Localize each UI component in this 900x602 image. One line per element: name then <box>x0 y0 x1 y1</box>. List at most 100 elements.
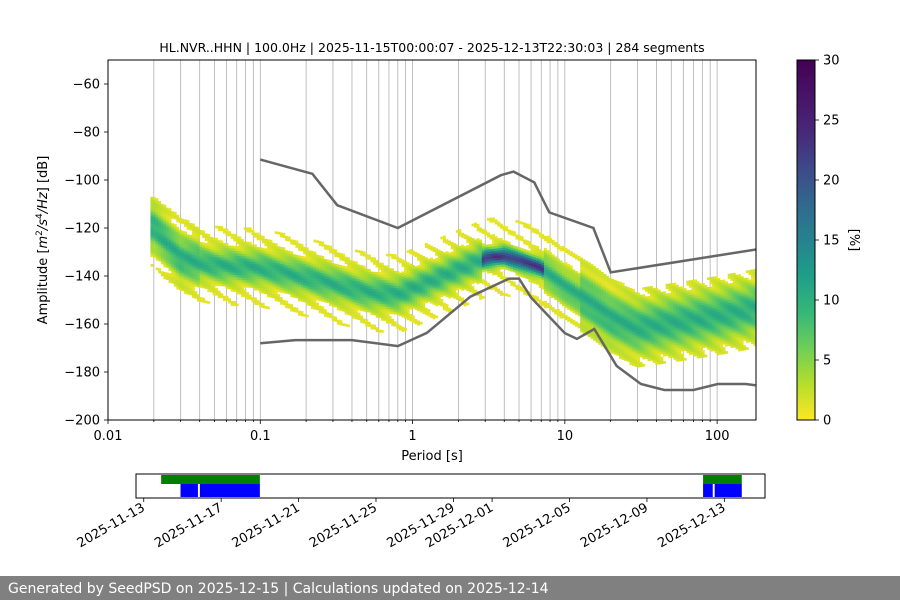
heatmap-cell <box>311 306 314 309</box>
heatmap-cell <box>383 287 386 290</box>
heatmap-cell <box>272 291 275 294</box>
heatmap-cell <box>339 270 342 273</box>
heatmap-cell <box>158 242 161 245</box>
heatmap-cell <box>666 346 669 349</box>
heatmap-cell <box>200 297 203 300</box>
heatmap-cell <box>624 332 627 335</box>
heatmap-cell <box>642 304 645 307</box>
heatmap-cell <box>562 292 565 295</box>
heatmap-cell <box>409 300 412 303</box>
heatmap-cell <box>500 250 503 253</box>
heatmap-cell <box>210 285 213 288</box>
heatmap-cell <box>365 257 368 260</box>
heatmap-cell <box>440 287 443 290</box>
heatmap-cell <box>288 253 291 256</box>
heatmap-cell <box>415 302 418 305</box>
heatmap-cell <box>451 283 454 286</box>
heatmap-cell <box>456 297 459 300</box>
heatmap-cell <box>259 238 262 241</box>
heatmap-cell <box>580 270 583 273</box>
heatmap-cell <box>443 276 446 279</box>
heatmap-cell <box>578 311 581 314</box>
heatmap-cell <box>262 305 265 308</box>
heatmap-cell <box>611 322 614 325</box>
heatmap-cell <box>350 272 353 275</box>
heatmap-cell <box>549 305 552 308</box>
heatmap-cell <box>490 261 493 264</box>
heatmap-cell <box>352 287 355 290</box>
heatmap-cell <box>337 298 340 301</box>
heatmap-cell <box>627 328 630 331</box>
heatmap-cell <box>166 224 169 227</box>
heatmap-cell <box>306 269 309 272</box>
heatmap-cell <box>526 226 529 229</box>
heatmap-cell <box>632 298 635 301</box>
heatmap-cell <box>303 252 306 255</box>
heatmap-cell <box>409 297 412 300</box>
heatmap-cell <box>347 262 350 265</box>
heatmap-cell <box>169 251 172 254</box>
heatmap-cell <box>189 225 192 228</box>
heatmap-cell <box>153 226 156 229</box>
heatmap-cell <box>671 283 674 286</box>
heatmap-cell <box>448 274 451 277</box>
heatmap-cell <box>412 301 415 304</box>
heatmap-cell <box>158 249 161 252</box>
heatmap-cell <box>650 336 653 339</box>
heatmap-cell <box>487 261 490 264</box>
heatmap-cell <box>394 312 397 315</box>
heatmap-cell <box>399 273 402 276</box>
heatmap-cell <box>370 272 373 275</box>
heatmap-cell <box>487 264 490 267</box>
heatmap-cell <box>433 283 436 286</box>
heatmap-cell <box>174 212 177 215</box>
heatmap-cell <box>565 317 568 320</box>
heatmap-cell <box>293 283 296 286</box>
heatmap-cell <box>404 278 407 281</box>
heatmap-cell <box>233 248 236 251</box>
heatmap-cell <box>596 340 599 343</box>
heatmap-cell <box>451 271 454 274</box>
heatmap-cell <box>598 316 601 319</box>
heatmap-cell <box>166 212 169 215</box>
heatmap-cell <box>459 260 462 263</box>
heatmap-cell <box>150 199 153 202</box>
psd-heatmap <box>150 197 756 368</box>
heatmap-cell <box>334 317 337 320</box>
heatmap-cell <box>254 300 257 303</box>
heatmap-cell <box>158 223 161 226</box>
heatmap-cell <box>632 354 635 357</box>
heatmap-cell <box>492 261 495 264</box>
heatmap-cell <box>427 263 430 266</box>
heatmap-cell <box>459 253 462 256</box>
heatmap-cell <box>616 288 619 291</box>
heatmap-cell <box>645 344 648 347</box>
heatmap-cell <box>308 265 311 268</box>
heatmap-cell <box>477 226 480 229</box>
heatmap-cell <box>267 275 270 278</box>
heatmap-cell <box>218 279 221 282</box>
heatmap-cell <box>655 326 658 329</box>
heatmap-cell <box>233 267 236 270</box>
heatmap-cell <box>295 264 298 267</box>
heatmap-cell <box>539 302 542 305</box>
heatmap-cell <box>391 302 394 305</box>
heatmap-cell <box>275 243 278 246</box>
heatmap-cell <box>228 262 231 265</box>
heatmap-cell <box>552 269 555 272</box>
heatmap-cell <box>471 245 474 248</box>
heatmap-cell <box>539 268 542 271</box>
heatmap-cell <box>448 260 451 263</box>
heatmap-cell <box>438 303 441 306</box>
heatmap-cell <box>409 302 412 305</box>
heatmap-cell <box>570 273 573 276</box>
heatmap-cell <box>660 357 663 360</box>
heatmap-cell <box>174 272 177 275</box>
heatmap-cell <box>559 316 562 319</box>
heatmap-cell <box>510 247 513 250</box>
heatmap-cell <box>220 226 223 229</box>
heatmap-cell <box>611 346 614 349</box>
heatmap-cell <box>645 332 648 335</box>
heatmap-cell <box>205 274 208 277</box>
heatmap-cell <box>378 294 381 297</box>
